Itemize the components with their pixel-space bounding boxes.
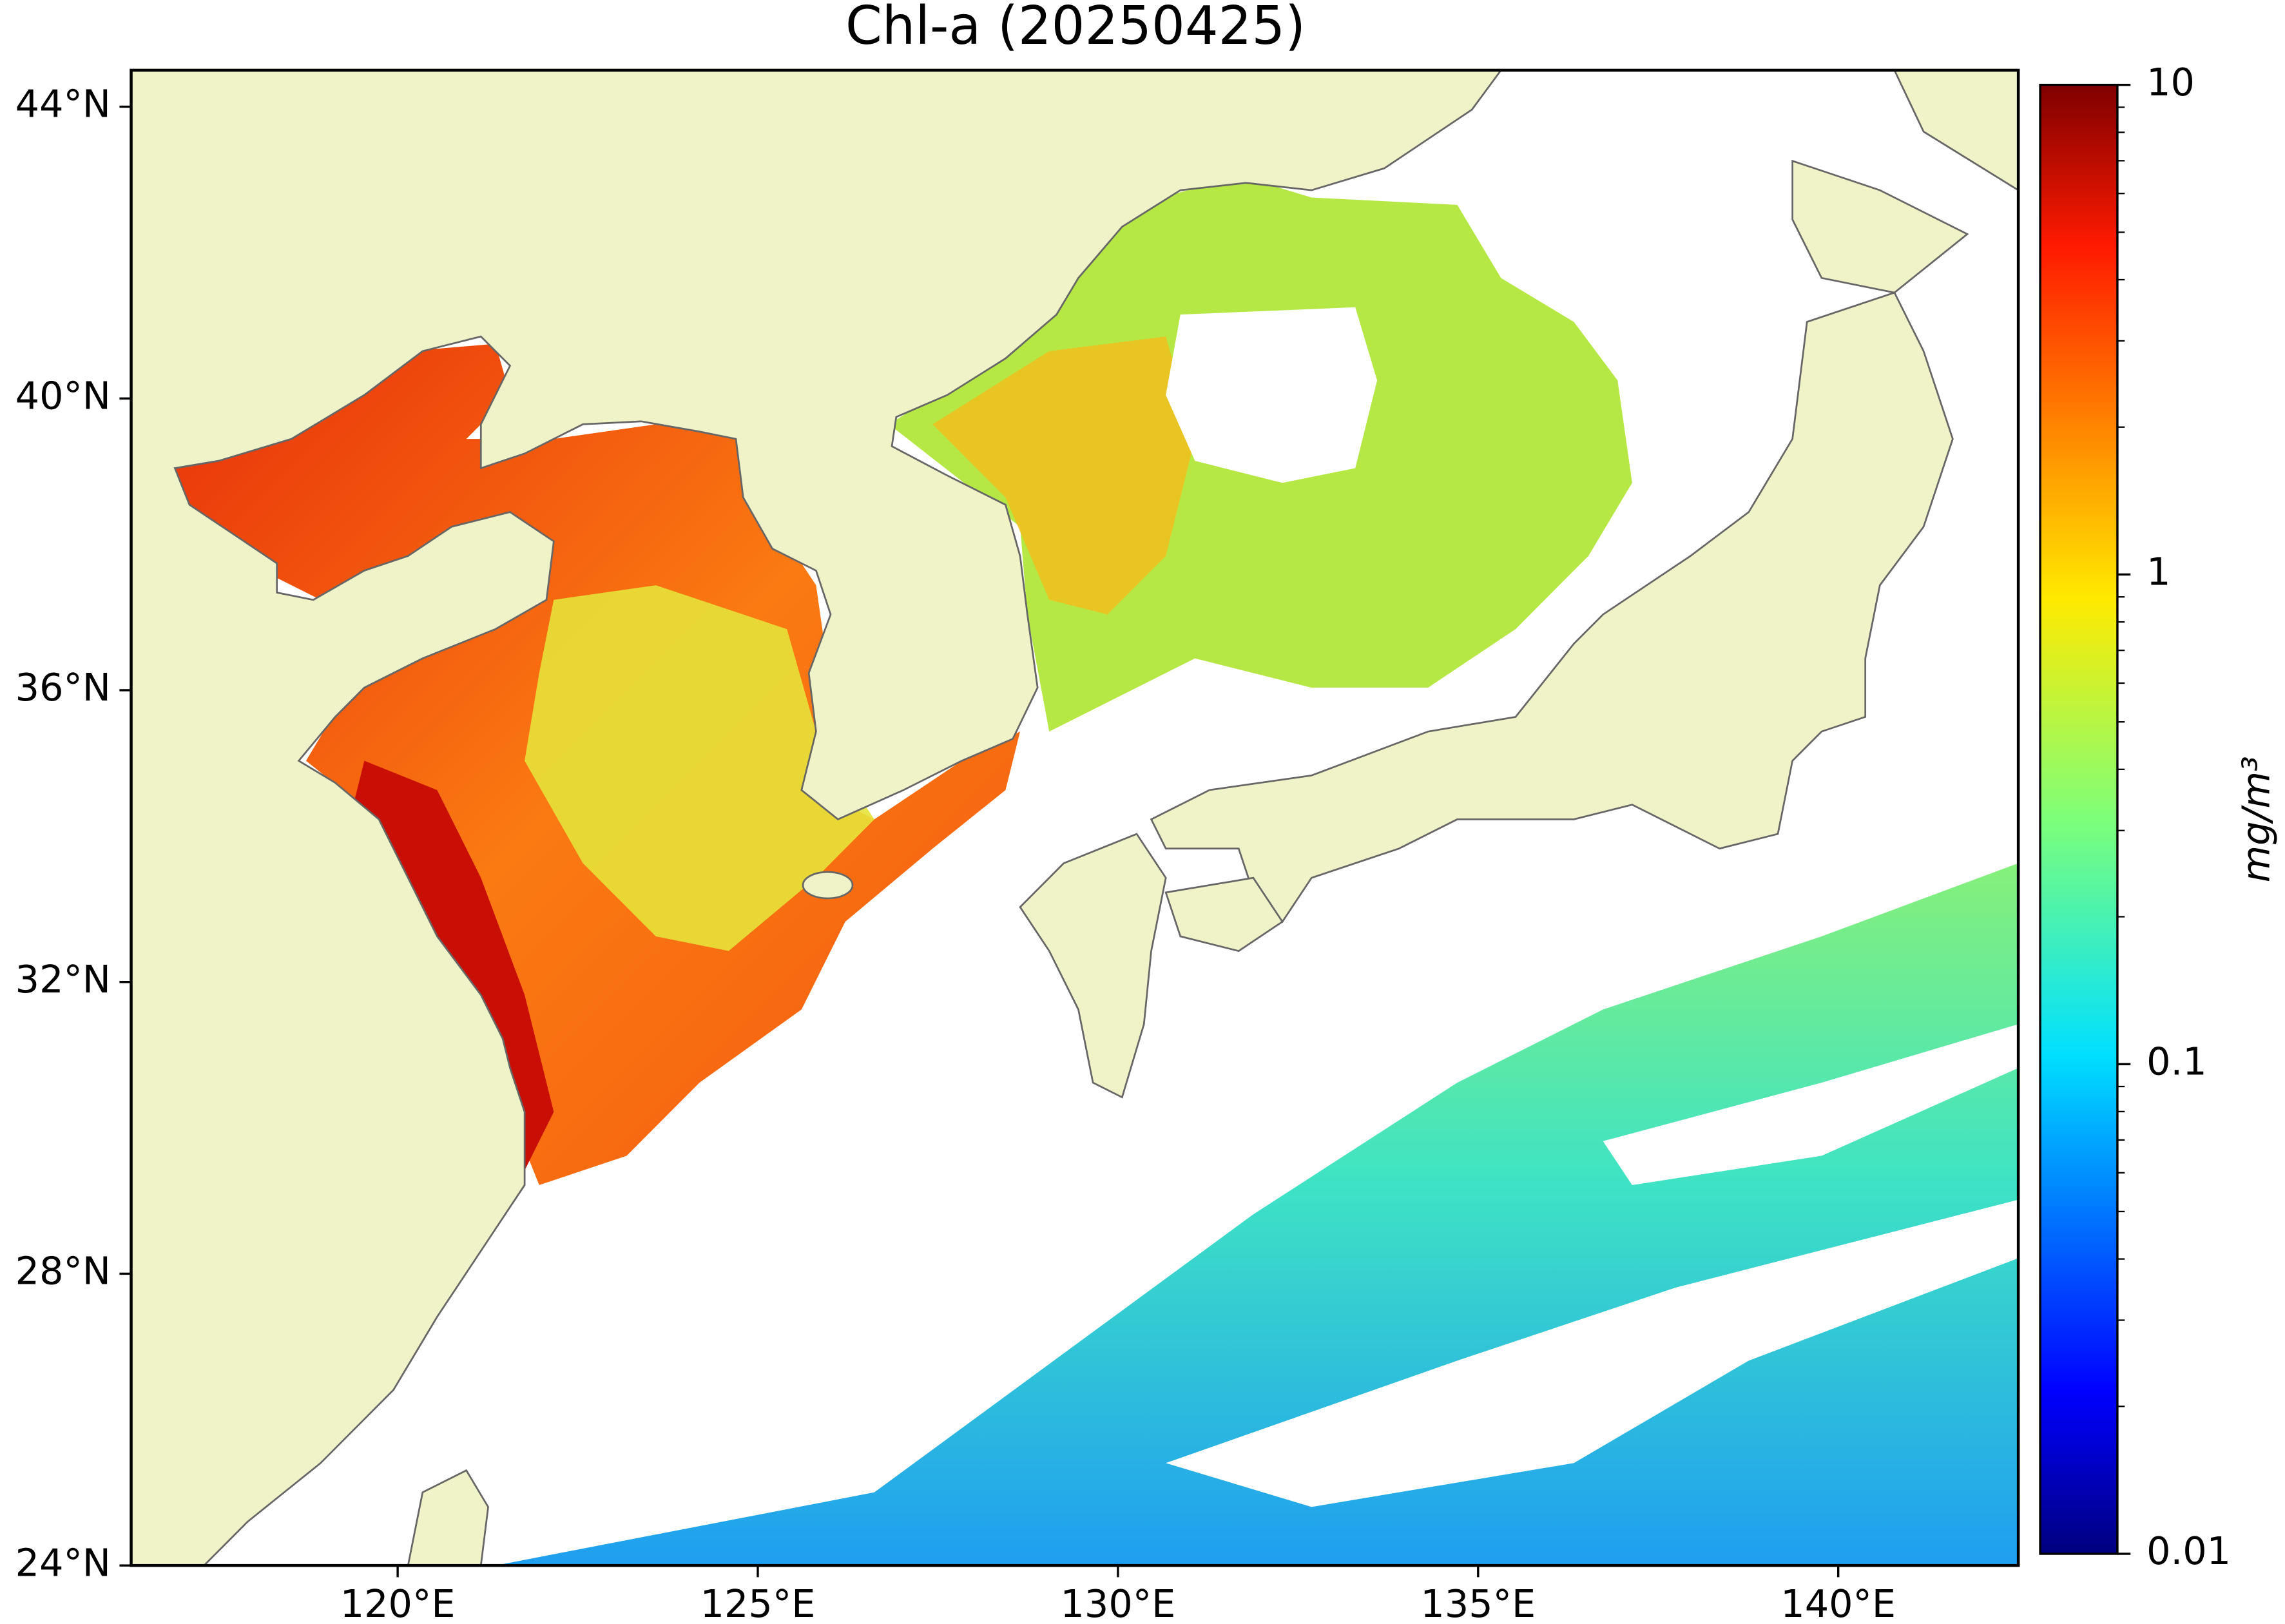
x-tick-label: 125°E — [700, 1581, 816, 1624]
land — [407, 1469, 490, 1566]
x-tick-label: 140°E — [1780, 1581, 1896, 1624]
colorbar-tick-label: 1 — [2146, 549, 2170, 594]
chl-patch — [525, 585, 874, 951]
land — [1893, 70, 2019, 191]
land — [1150, 291, 1954, 923]
colorbar-label: mg/m³ — [2233, 756, 2278, 882]
land — [1164, 876, 1284, 952]
chl-patch — [932, 336, 1195, 615]
x-tick-label: 120°E — [340, 1581, 456, 1624]
cloud-gap — [1166, 1199, 2019, 1507]
map-area — [131, 70, 2019, 1566]
y-tick-label: 32°N — [15, 957, 111, 1001]
y-tick-label: 44°N — [15, 82, 111, 126]
cloud-gap — [1603, 1024, 2019, 1185]
x-tick-label: 135°E — [1420, 1581, 1536, 1624]
land — [1791, 159, 1969, 294]
colorbar-tick-label: 0.01 — [2146, 1529, 2231, 1573]
colorbar-tick-label: 10 — [2146, 60, 2195, 104]
land — [131, 70, 1503, 1566]
land — [1019, 833, 1167, 1099]
colorbar-tick-label: 0.1 — [2146, 1039, 2207, 1083]
y-tick-label: 28°N — [15, 1248, 111, 1293]
y-tick-label: 36°N — [15, 665, 111, 710]
map-frame — [130, 68, 2020, 1567]
map-title: Chl-a (20250425) — [845, 0, 1306, 57]
land — [802, 871, 854, 900]
y-tick-label: 24°N — [15, 1540, 111, 1585]
colorbar — [2039, 83, 2119, 1555]
cloud-gap — [1166, 307, 1378, 483]
y-tick-label: 40°N — [15, 373, 111, 418]
x-tick-label: 130°E — [1061, 1581, 1176, 1624]
